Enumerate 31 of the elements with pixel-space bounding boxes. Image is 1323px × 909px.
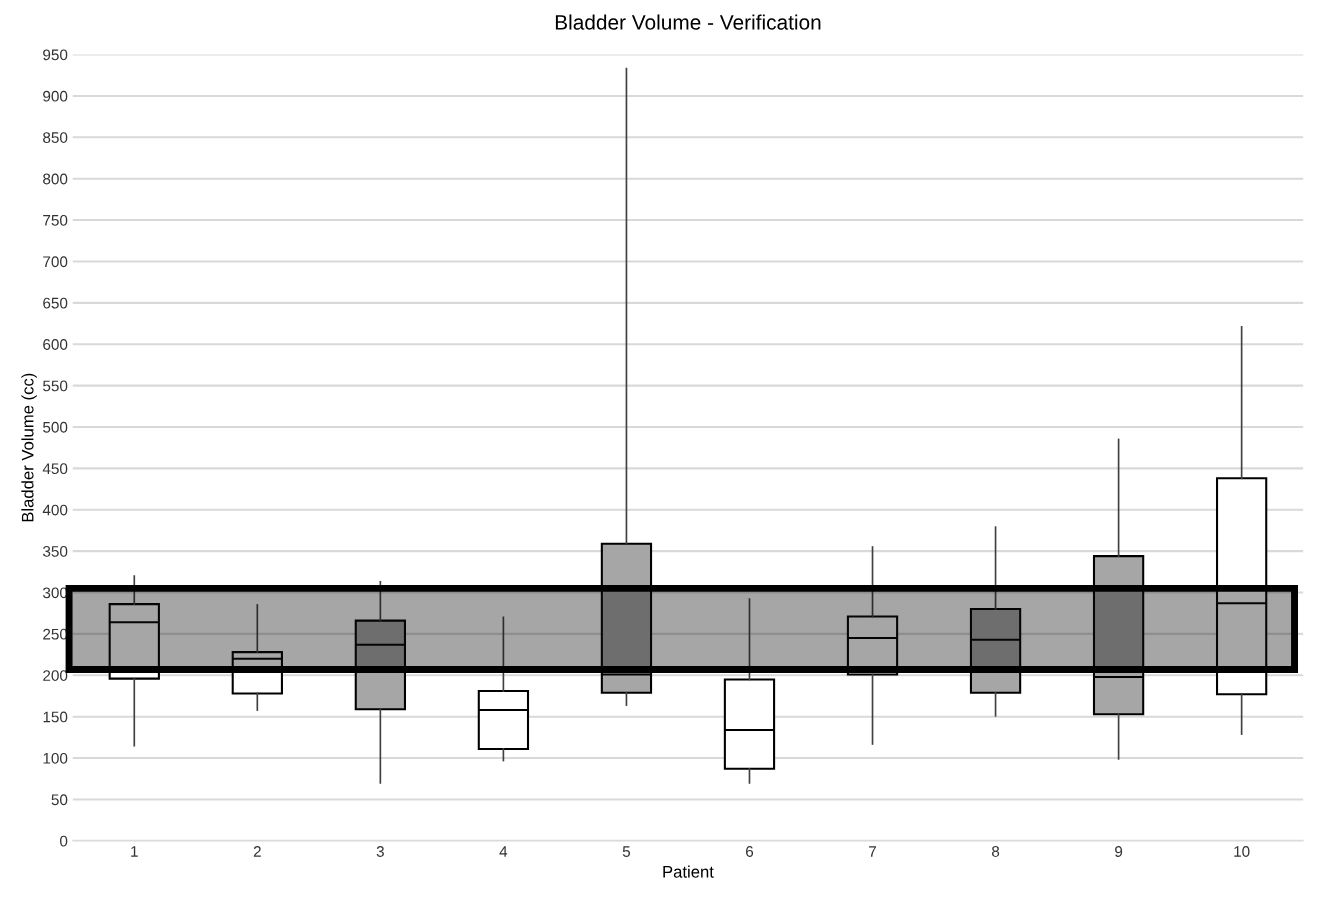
y-tick-label: 800 (43, 173, 68, 185)
y-tick-label: 900 (43, 90, 68, 102)
y-tick-label: 600 (43, 339, 68, 350)
x-axis-title: Patient (663, 865, 714, 878)
x-tick-label: 1 (131, 846, 138, 857)
y-tick-label: 750 (43, 214, 68, 226)
chart-title: Bladder Volume - Verification (555, 14, 821, 30)
x-tick-label: 8 (991, 846, 1000, 857)
y-axis-title: Bladder Volume (cc) (21, 373, 37, 522)
y-tick-label: 450 (42, 463, 68, 475)
x-tick-label: 5 (622, 846, 631, 857)
y-tick-label: 650 (43, 297, 68, 309)
y-tick-label: 950 (43, 49, 68, 61)
y-tick-label: 350 (43, 546, 68, 557)
x-tick-label: 10 (1234, 846, 1250, 857)
y-tick-label: 500 (43, 421, 68, 433)
y-tick-label: 850 (43, 132, 68, 143)
y-tick-label: 50 (51, 794, 68, 806)
x-tick-label: 4 (499, 846, 508, 857)
y-tick-label: 400 (42, 504, 68, 516)
y-tick-label: 0 (60, 835, 68, 847)
y-tick-label: 150 (43, 711, 68, 723)
x-tick-label: 3 (376, 846, 384, 857)
y-tick-label: 100 (43, 752, 68, 764)
y-tick-label: 700 (43, 256, 68, 268)
x-tick-label: 6 (746, 846, 754, 857)
y-tick-label: 200 (43, 670, 68, 681)
x-tick-label: 9 (1115, 846, 1123, 857)
x-tick-label: 2 (253, 846, 261, 857)
y-tick-label: 550 (43, 380, 68, 392)
x-tick-label: 7 (869, 846, 876, 857)
